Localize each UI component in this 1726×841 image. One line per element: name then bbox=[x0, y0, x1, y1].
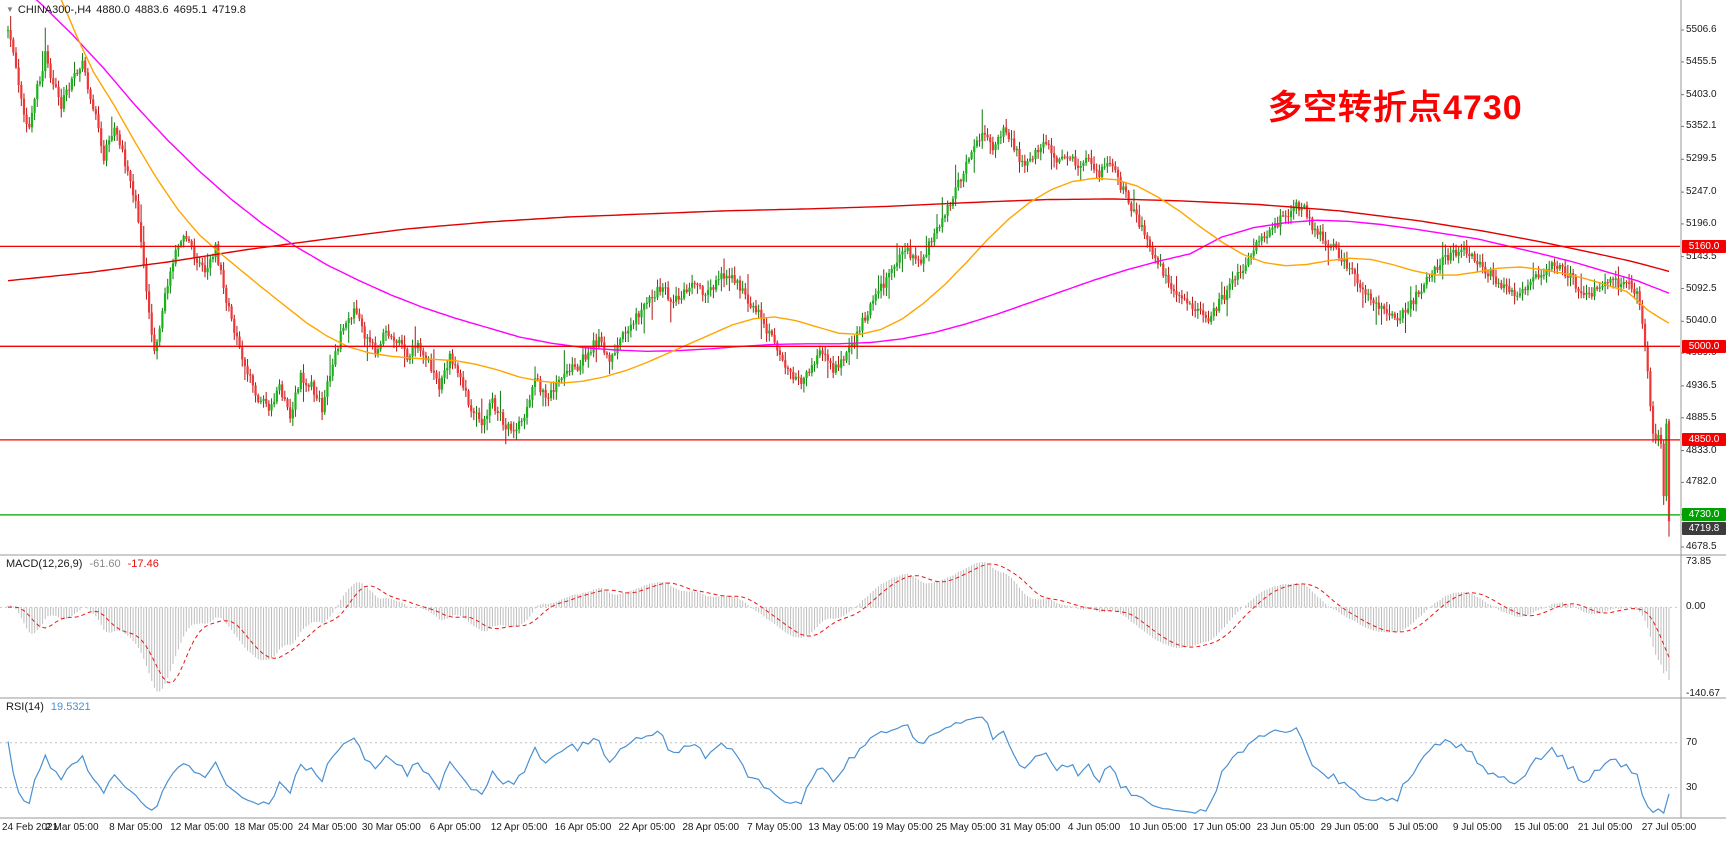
ma-slow-red bbox=[7, 198, 1670, 282]
macd-scale-tick: 73.85 bbox=[1686, 556, 1712, 567]
rsi-line bbox=[7, 716, 1670, 815]
ma-mid-magenta bbox=[35, 0, 1670, 353]
time-axis-label[interactable]: 28 Apr 05:00 bbox=[682, 822, 740, 833]
time-axis-label[interactable]: 17 Jun 05:00 bbox=[1192, 822, 1251, 833]
time-axis-label[interactable]: 24 Feb 2021 bbox=[2, 822, 59, 833]
time-axis-label[interactable]: 18 Mar 05:00 bbox=[234, 822, 293, 833]
price-axis-tick: 5092.5 bbox=[1686, 282, 1717, 294]
macd-name: MACD(12,26,9) bbox=[6, 558, 83, 570]
chart-symbol-info: ▼ CHINA300-,H4 4880.0 4883.6 4695.1 4719.8 bbox=[6, 4, 246, 16]
macd-value: -61.60 bbox=[89, 558, 121, 570]
time-axis-label[interactable]: 9 Jul 05:00 bbox=[1452, 822, 1502, 833]
time-axis-label[interactable]: 25 May 05:00 bbox=[935, 822, 997, 833]
price-level-tag: 5160.0 bbox=[1682, 239, 1726, 253]
price-axis-tick: 4885.5 bbox=[1686, 411, 1717, 423]
macd-series bbox=[0, 562, 1680, 692]
candlestick-series bbox=[6, 16, 1671, 537]
price-axis-tick: 4936.5 bbox=[1686, 379, 1717, 391]
ohlc-high: 4883.6 bbox=[134, 4, 169, 16]
rsi-indicator-label: RSI(14) 19.5321 bbox=[6, 701, 91, 713]
macd-signal-line bbox=[7, 563, 1670, 683]
time-axis-label[interactable]: 23 Jun 05:00 bbox=[1256, 822, 1315, 833]
time-axis-label[interactable]: 12 Mar 05:00 bbox=[170, 822, 230, 833]
price-axis-tick: 4782.0 bbox=[1686, 476, 1717, 488]
time-axis-label[interactable]: 13 May 05:00 bbox=[808, 822, 869, 833]
current-price-tag: 4719.8 bbox=[1682, 521, 1726, 535]
price-axis-tick: 5143.5 bbox=[1686, 250, 1717, 262]
time-axis-label[interactable]: 29 Jun 05:00 bbox=[1320, 822, 1379, 833]
price-axis-tick: 5299.5 bbox=[1686, 153, 1717, 165]
time-axis-label[interactable]: 5 Jul 05:00 bbox=[1388, 822, 1438, 833]
rsi-scale-tick: 30 bbox=[1686, 781, 1698, 793]
price-axis-tick: 5455.5 bbox=[1686, 55, 1717, 67]
price-axis-tick: 5506.6 bbox=[1686, 23, 1717, 35]
price-axis-tick: 4678.5 bbox=[1686, 541, 1717, 552]
symbol-period-label: CHINA300-,H4 bbox=[17, 4, 92, 16]
macd-scale-tick: 0.00 bbox=[1686, 601, 1706, 613]
time-axis-label[interactable]: 31 May 05:00 bbox=[999, 822, 1061, 833]
macd-signal-value: -17.46 bbox=[127, 558, 159, 570]
chart-dropdown-icon[interactable]: ▼ bbox=[6, 5, 14, 14]
time-axis-label[interactable]: 4 Jun 05:00 bbox=[1067, 822, 1121, 833]
time-axis-label[interactable]: 27 Jul 05:00 bbox=[1641, 822, 1697, 833]
price-axis-tick: 5247.0 bbox=[1686, 186, 1717, 198]
time-axis-label[interactable]: 30 Mar 05:00 bbox=[361, 822, 421, 833]
rsi-name: RSI(14) bbox=[6, 701, 44, 713]
annotation-text: 多空转折点4730 bbox=[1268, 89, 1523, 127]
rsi-scale-tick: 70 bbox=[1686, 736, 1698, 748]
time-axis-label[interactable]: 12 Apr 05:00 bbox=[490, 822, 548, 833]
ohlc-low: 4695.1 bbox=[173, 4, 208, 16]
time-axis-label[interactable]: 7 May 05:00 bbox=[747, 822, 803, 833]
price-level-tag: 4730.0 bbox=[1682, 508, 1726, 522]
time-axis-label[interactable]: 8 Mar 05:00 bbox=[109, 822, 163, 833]
rsi-value: 19.5321 bbox=[50, 701, 91, 713]
time-axis-label[interactable]: 21 Jul 05:00 bbox=[1577, 822, 1633, 833]
price-axis-tick: 4833.0 bbox=[1686, 444, 1717, 456]
time-axis-label[interactable]: 16 Apr 05:00 bbox=[554, 822, 612, 833]
time-axis-label[interactable]: 6 Apr 05:00 bbox=[429, 822, 481, 833]
macd-scale-tick: -140.67 bbox=[1686, 688, 1720, 699]
time-axis-label[interactable]: 2 Mar 05:00 bbox=[45, 822, 99, 833]
ma-fast-orange bbox=[60, 0, 1670, 384]
macd-indicator-label: MACD(12,26,9) -61.60 -17.46 bbox=[6, 558, 159, 570]
rsi-series bbox=[0, 716, 1680, 815]
ohlc-close: 4719.8 bbox=[212, 4, 246, 16]
price-level-tag: 4850.0 bbox=[1682, 433, 1726, 447]
time-axis-label[interactable]: 22 Apr 05:00 bbox=[618, 822, 676, 833]
price-axis-tick: 5403.0 bbox=[1686, 88, 1717, 100]
time-axis-label[interactable]: 15 Jul 05:00 bbox=[1513, 822, 1569, 833]
price-level-tag: 5000.0 bbox=[1682, 339, 1726, 353]
time-axis-label[interactable]: 10 Jun 05:00 bbox=[1129, 822, 1187, 833]
price-axis-tick: 5352.1 bbox=[1686, 120, 1717, 132]
price-axis-tick: 5040.0 bbox=[1686, 315, 1717, 327]
price-axis-tick: 5196.0 bbox=[1686, 217, 1717, 229]
time-axis-label[interactable]: 19 May 05:00 bbox=[872, 822, 933, 833]
time-axis-label[interactable]: 24 Mar 05:00 bbox=[297, 822, 357, 833]
ohlc-open: 4880.0 bbox=[96, 4, 130, 16]
